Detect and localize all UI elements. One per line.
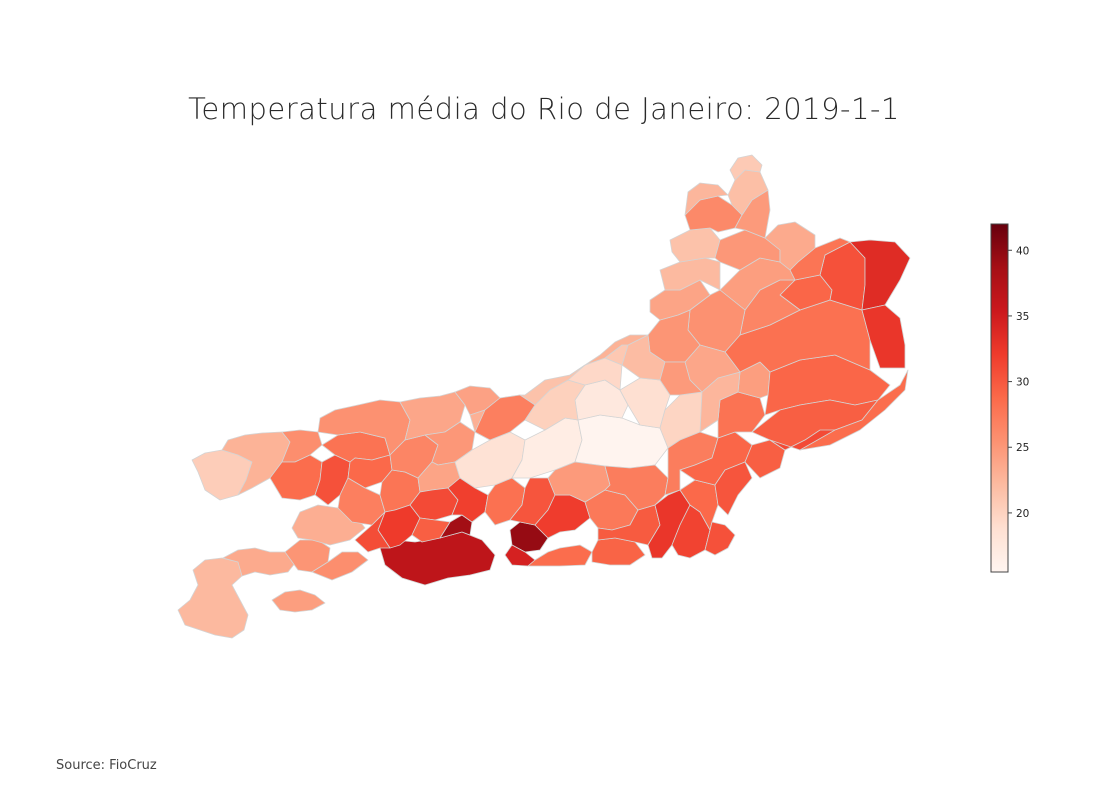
municipality-region[interactable]: [729, 154, 763, 181]
municipality-region[interactable]: [849, 239, 911, 311]
colorbar-tick-label: 25: [1016, 442, 1029, 454]
municipality-region[interactable]: [799, 369, 909, 451]
municipality-region[interactable]: [659, 257, 721, 291]
municipality-region[interactable]: [659, 361, 703, 396]
municipality-region[interactable]: [764, 221, 816, 271]
municipality-region[interactable]: [177, 557, 249, 639]
municipality-region[interactable]: [284, 539, 331, 573]
colorbar-tick-label: 35: [1016, 311, 1029, 323]
colorbar-tick-label: 40: [1016, 245, 1029, 257]
municipality-region[interactable]: [447, 477, 489, 523]
municipality-region[interactable]: [281, 429, 323, 463]
municipality-region[interactable]: [474, 394, 536, 441]
municipality-region[interactable]: [527, 544, 593, 567]
municipality-region[interactable]: [354, 511, 391, 553]
colorbar: 20 25 30 35 40: [990, 223, 1029, 573]
municipality-region[interactable]: [311, 551, 369, 581]
municipality-region[interactable]: [271, 589, 326, 613]
municipality-region[interactable]: [684, 182, 729, 216]
colorbar-tick-label: 30: [1016, 377, 1029, 389]
municipality-region[interactable]: [861, 304, 906, 369]
municipality-region[interactable]: [704, 521, 736, 556]
municipality-region[interactable]: [669, 227, 721, 263]
map-title: Temperatura média do Rio de Janeiro: 201…: [188, 92, 900, 126]
municipality-region[interactable]: [379, 531, 496, 586]
municipality-region[interactable]: [222, 547, 297, 577]
source-caption: Source: FioCruz: [56, 758, 157, 773]
municipality-region[interactable]: [411, 517, 451, 543]
colorbar-bar: [990, 223, 1009, 573]
colorbar-tick-label: 20: [1016, 508, 1029, 520]
municipality-region[interactable]: [714, 461, 753, 516]
municipalities-layer: [177, 154, 911, 639]
colorbar-ticks: 20 25 30 35 40: [1008, 245, 1029, 520]
